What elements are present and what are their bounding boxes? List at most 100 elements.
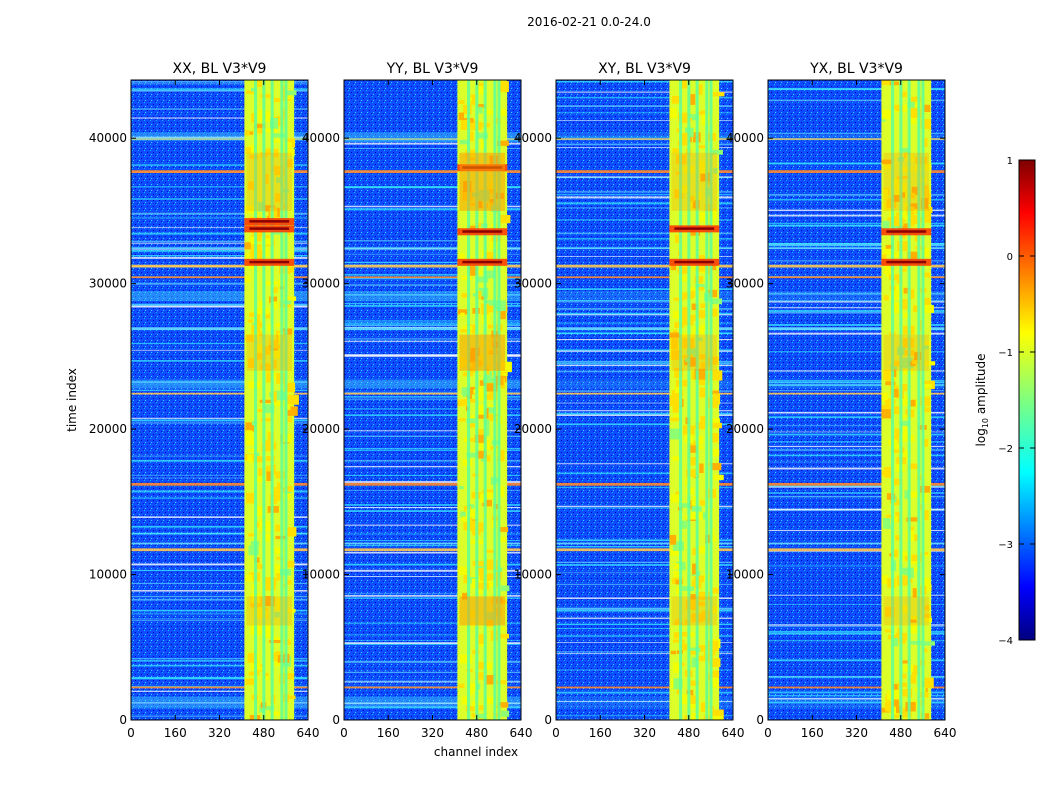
band-cell [483, 377, 494, 383]
band-cell [893, 216, 904, 227]
band-cell [469, 265, 478, 276]
band-cell [669, 395, 682, 406]
band-cell [712, 670, 720, 678]
rfi-streak [344, 524, 521, 526]
x-tick-label: 160 [589, 726, 612, 740]
band-cell [254, 123, 266, 129]
rfi-streak [768, 300, 945, 303]
band-cell [245, 253, 251, 259]
band-cell [894, 498, 901, 506]
rfi-streak [344, 533, 521, 535]
rfi-band [768, 327, 945, 331]
rfi-streak [768, 416, 945, 419]
rfi-streak [556, 301, 733, 303]
rfi-streak [556, 308, 733, 310]
band-cell [257, 408, 263, 412]
band-cell [487, 324, 497, 329]
band-cell [494, 680, 507, 685]
rfi-streak [344, 622, 521, 624]
band-cell [248, 671, 259, 676]
rfi-streak [344, 634, 521, 636]
band-cell [283, 382, 296, 393]
rfi-streak [556, 597, 733, 599]
rfi-streak [768, 431, 945, 433]
band-cell [264, 238, 272, 245]
band-cell [269, 117, 279, 129]
band-cell [500, 585, 510, 592]
band-cell [920, 119, 931, 130]
rfi-streak [344, 408, 521, 410]
band-cell [284, 296, 297, 301]
band-cell [476, 450, 487, 459]
rfi-streak [556, 313, 733, 316]
band-cell [891, 252, 900, 257]
band-cell [916, 472, 926, 477]
band-cell [900, 187, 906, 198]
y-tick-label: 20000 [89, 422, 127, 436]
band-cell [672, 456, 682, 462]
cyan-band [131, 290, 308, 302]
rfi-streak [768, 193, 945, 196]
band-cell [712, 149, 723, 155]
band-cell [461, 275, 473, 281]
band-cell [691, 500, 699, 506]
rfi-streak [131, 217, 308, 219]
rfi-band [344, 264, 521, 268]
rfi-streak [131, 620, 308, 621]
band-cell [486, 573, 498, 581]
band-cell [700, 163, 708, 174]
band-cell [908, 526, 914, 533]
band-cell [922, 617, 932, 623]
rfi-streak [556, 701, 733, 702]
band-cell [674, 563, 682, 570]
band-cell [909, 216, 915, 227]
band-cell [896, 175, 909, 180]
band-cell [461, 516, 468, 522]
band-cell [265, 706, 275, 711]
band-cell [709, 650, 716, 656]
rfi-streak [556, 136, 733, 138]
band-cell [482, 489, 494, 496]
band-cell [691, 657, 698, 668]
band-cell [499, 81, 509, 93]
rfi-streak [768, 508, 945, 511]
band-cell [275, 524, 280, 532]
hot-row-core [674, 227, 715, 230]
colorbar: 10−1−2−3−4 log10 amplitude [974, 156, 1036, 647]
band-cell [894, 710, 905, 719]
band-cell [272, 711, 282, 716]
cyan-band [768, 696, 945, 709]
band-cell [712, 390, 719, 395]
band-cell [886, 264, 892, 275]
band-cell [476, 291, 482, 299]
band-cell [277, 653, 290, 663]
band-cell [697, 84, 703, 95]
band-cell [698, 286, 704, 291]
cyan-band [131, 132, 308, 142]
rfi-streak [344, 324, 521, 326]
rfi-streak [344, 448, 521, 450]
band-cell [885, 629, 893, 633]
rfi-streak [556, 423, 733, 426]
band-cell [671, 390, 677, 400]
x-tick-label: 0 [764, 726, 772, 740]
band-gap [679, 80, 683, 720]
band-cell [892, 699, 899, 707]
band-cell [890, 406, 901, 415]
band-cell [688, 199, 697, 210]
band-cell [250, 239, 255, 248]
band-cell [920, 198, 929, 209]
rfi-streak [556, 390, 733, 392]
band-cell [712, 709, 724, 720]
band-cell [883, 188, 889, 200]
band-cell [670, 349, 682, 360]
band-cell [460, 119, 471, 131]
colorbar-tick-label: 1 [1007, 156, 1013, 167]
band-cell [245, 205, 254, 214]
rfi-streak [556, 572, 733, 574]
rfi-streak [344, 140, 521, 142]
hot-row-core [674, 260, 715, 264]
band-cell [245, 334, 257, 342]
band-cell [266, 372, 273, 383]
band-cell [287, 93, 292, 100]
